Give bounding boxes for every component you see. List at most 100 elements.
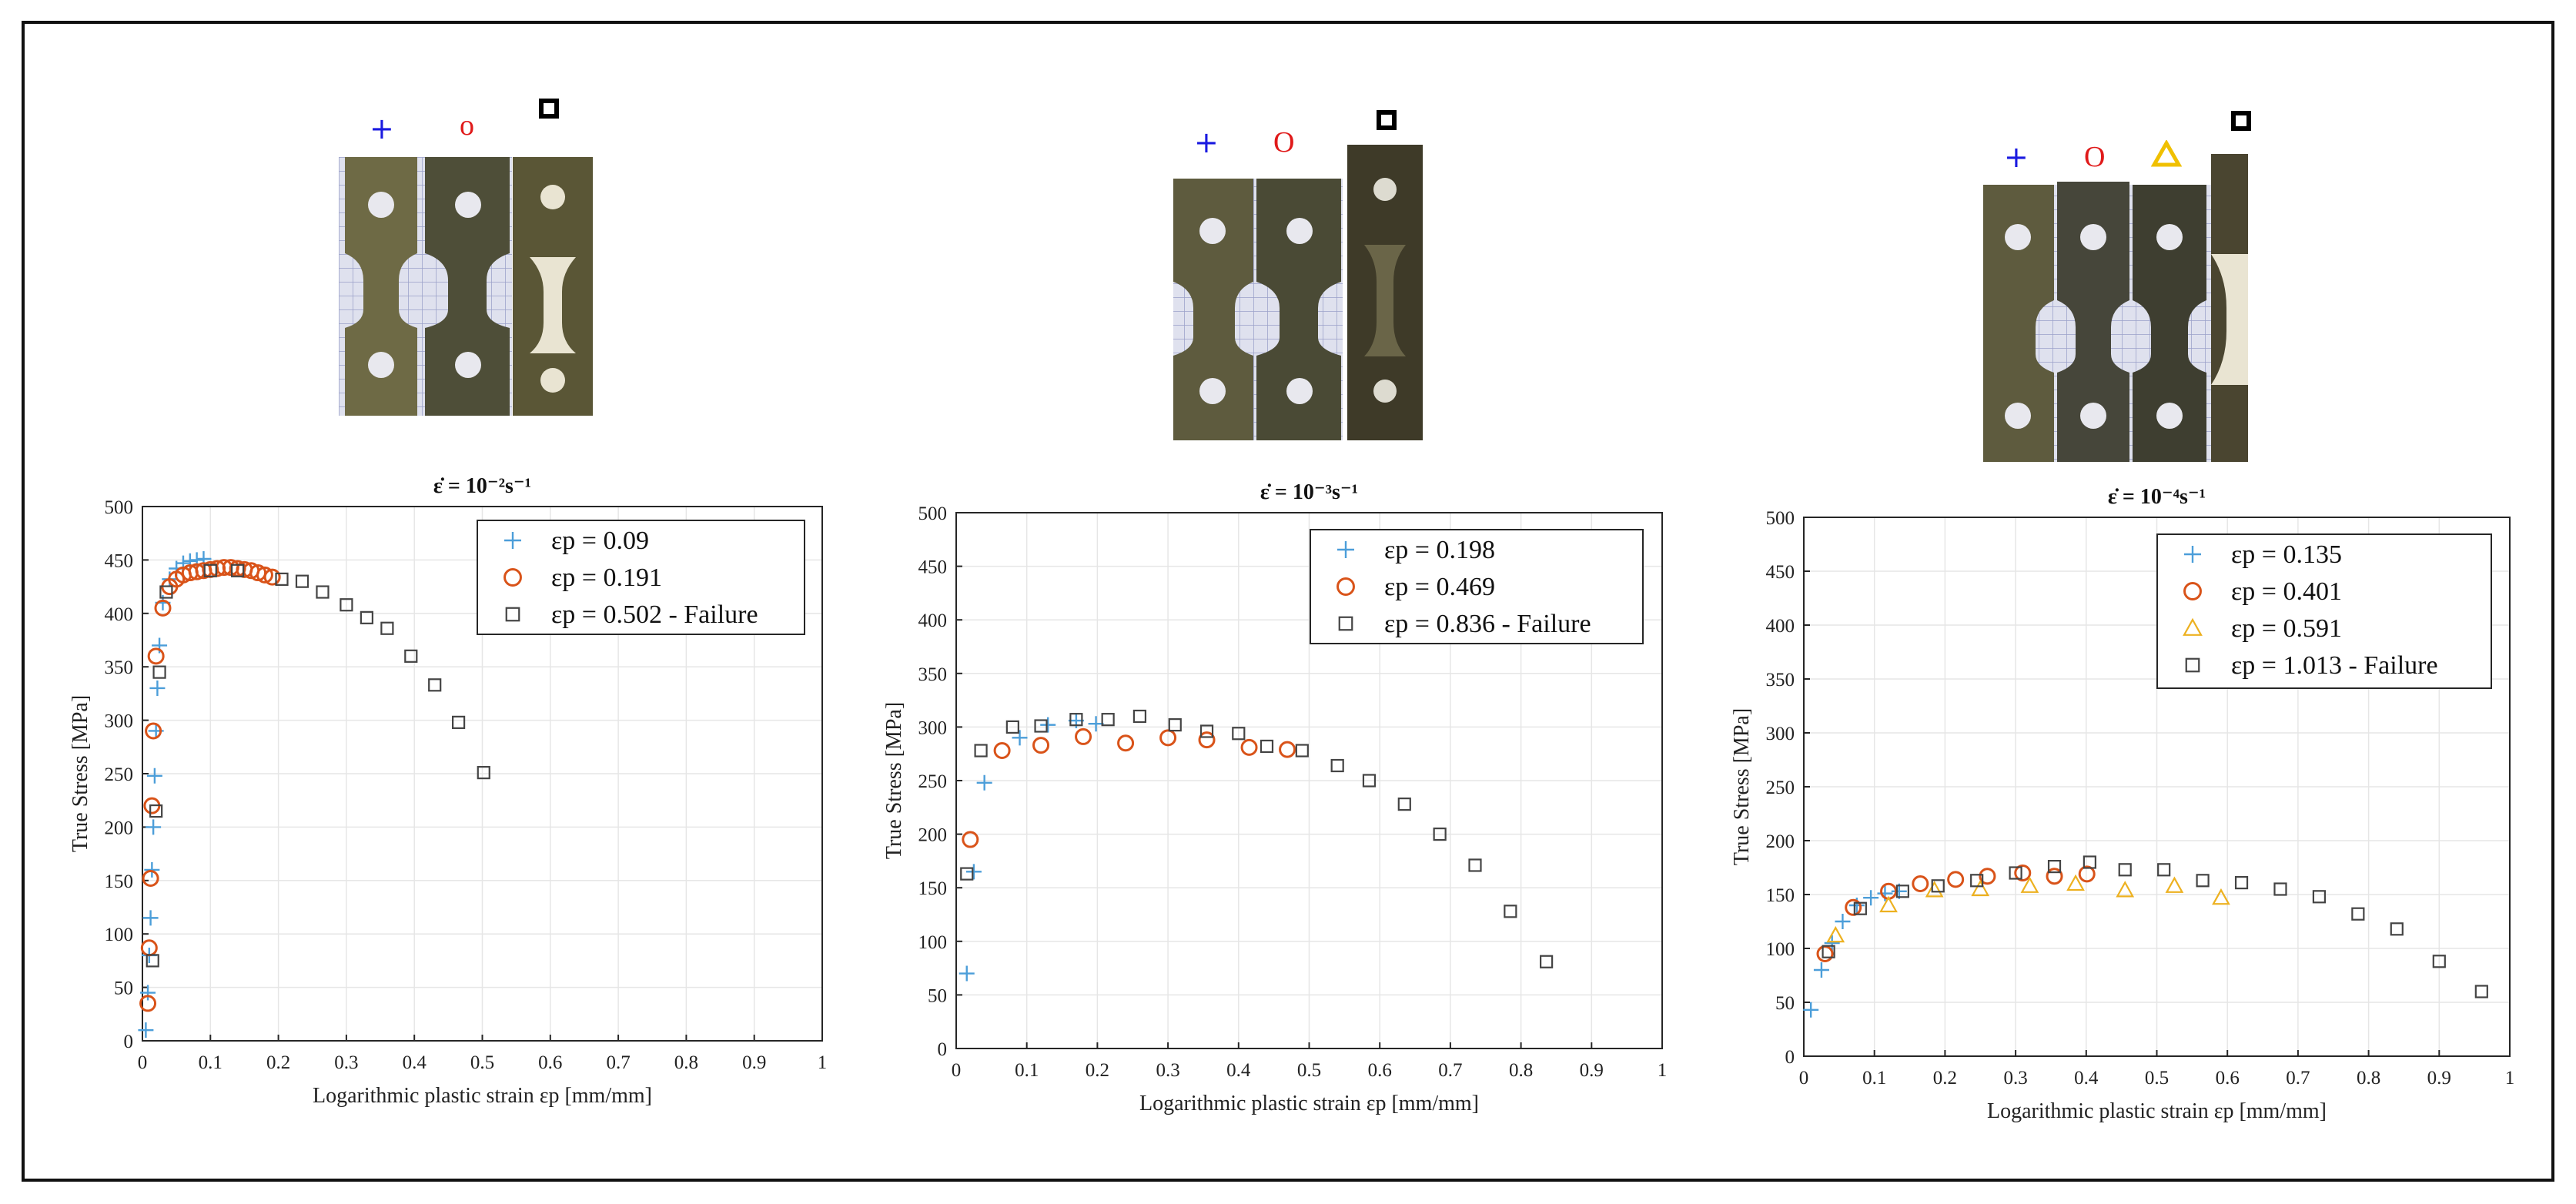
data-point	[2212, 888, 2230, 905]
y-tick-label: 500	[918, 503, 948, 524]
legend-entry: εp = 0.135	[2231, 540, 2342, 569]
data-point	[958, 965, 975, 982]
y-tick-label: 400	[1766, 616, 1795, 637]
series	[146, 564, 490, 968]
plus-marker-icon: +	[370, 112, 394, 145]
y-tick-label: 150	[105, 871, 134, 892]
data-point	[2047, 859, 2062, 874]
x-tick-label: 0.6	[2216, 1068, 2240, 1089]
y-tick-label: 450	[918, 557, 948, 578]
specimen-photo-icon	[339, 157, 593, 416]
circle-marker-icon: O	[2084, 141, 2106, 173]
y-tick-label: 0	[124, 1032, 134, 1052]
specimen-photo-icon	[1173, 145, 1423, 440]
legend-entry: εp = 0.191	[551, 564, 662, 592]
y-axis-label: True Stress [MPa]	[882, 702, 906, 859]
x-tick-label: 0.4	[2074, 1068, 2099, 1089]
y-tick-label: 0	[938, 1039, 948, 1060]
data-point	[1468, 858, 1482, 872]
x-tick-label: 0.5	[1297, 1060, 1321, 1081]
x-tick-label: 0.5	[2145, 1068, 2169, 1089]
data-point	[1895, 885, 1909, 898]
data-point	[1504, 905, 1517, 918]
x-tick-label: 1	[2505, 1068, 2515, 1089]
chart-title: ε̇ = 10⁻²s⁻¹	[433, 474, 531, 498]
y-tick-label: 0	[1785, 1047, 1795, 1068]
data-point	[2185, 657, 2200, 673]
x-tick-label: 0.5	[470, 1052, 494, 1073]
data-point	[504, 532, 521, 549]
data-point	[152, 665, 166, 679]
data-point	[1330, 758, 1344, 773]
plus-marker-icon: +	[2004, 140, 2029, 174]
data-point	[1040, 717, 1056, 733]
x-tick-label: 0.7	[606, 1052, 630, 1073]
data-point	[2020, 876, 2039, 893]
data-point	[1912, 875, 1929, 892]
x-tick-label: 0.8	[2357, 1068, 2380, 1089]
data-point	[142, 910, 159, 926]
data-point	[1032, 737, 1050, 754]
series	[1822, 855, 2488, 998]
x-tick-label: 0.1	[1862, 1068, 1886, 1089]
data-point	[1199, 724, 1214, 738]
y-tick-label: 150	[1766, 885, 1795, 906]
data-point	[1853, 901, 1867, 915]
series	[138, 551, 212, 1038]
data-point	[1005, 720, 1019, 734]
data-point	[2118, 863, 2132, 877]
data-point	[1397, 798, 1411, 811]
y-tick-label: 400	[105, 604, 134, 625]
data-point	[1034, 719, 1048, 733]
x-tick-label: 0.1	[199, 1052, 222, 1073]
data-point	[147, 647, 165, 665]
y-tick-label: 350	[1766, 670, 1795, 691]
y-tick-label: 200	[918, 825, 948, 846]
y-tick-label: 450	[105, 550, 134, 571]
data-point	[1879, 895, 1898, 913]
data-point	[1824, 935, 1840, 951]
y-axis-label: True Stress [MPa]	[69, 695, 92, 852]
data-point	[976, 774, 992, 791]
chart-1: 0 0.1 0.2 0.3 0.4 0.5 0.6 0.7 0.8 0.9 1 0 50 100 150 20…	[69, 474, 827, 1108]
legend	[477, 520, 805, 635]
data-point	[2078, 865, 2096, 883]
circle-marker-icon: O	[1273, 126, 1295, 159]
y-tick-label: 50	[928, 985, 947, 1006]
y-tick-label: 350	[918, 664, 948, 685]
x-tick-label: 0.1	[1015, 1060, 1039, 1081]
data-point	[428, 678, 442, 692]
data-point	[1260, 739, 1274, 754]
data-point	[2432, 955, 2446, 968]
data-point	[203, 564, 217, 577]
y-tick-label: 500	[1766, 508, 1795, 529]
data-point	[2196, 874, 2210, 888]
data-point	[263, 568, 281, 586]
data-point	[1813, 962, 1829, 978]
chart-3: 0 0.1 0.2 0.3 0.4 0.5 0.6 0.7 0.8 0.9 1 0 50 100 150 20…	[1730, 485, 2514, 1123]
x-tick-label: 0.3	[1156, 1060, 1179, 1081]
data-point	[1012, 730, 1028, 746]
data-point	[380, 621, 394, 635]
data-point	[1970, 874, 1984, 888]
y-tick-label: 200	[1766, 831, 1795, 852]
data-point	[154, 599, 172, 617]
data-point	[2083, 855, 2096, 869]
circle-marker-icon: o	[460, 109, 474, 142]
y-tick-label: 100	[918, 932, 948, 953]
data-point	[1947, 871, 1965, 888]
chart-2: 0 0.1 0.2 0.3 0.4 0.5 0.6 0.7 0.8 0.9 1 0 50 100 150 20…	[882, 480, 1667, 1115]
data-point	[965, 864, 982, 880]
data-point	[159, 585, 173, 599]
data-point	[146, 954, 159, 968]
y-tick-label: 100	[1766, 939, 1795, 960]
data-point	[140, 985, 156, 1001]
data-point	[1198, 731, 1216, 749]
square-marker-icon	[539, 99, 559, 119]
data-point	[2312, 890, 2327, 904]
y-tick-label: 100	[105, 925, 134, 945]
y-tick-label: 50	[1775, 993, 1795, 1014]
data-point	[1069, 713, 1083, 727]
x-tick-label: 0.8	[1509, 1060, 1533, 1081]
